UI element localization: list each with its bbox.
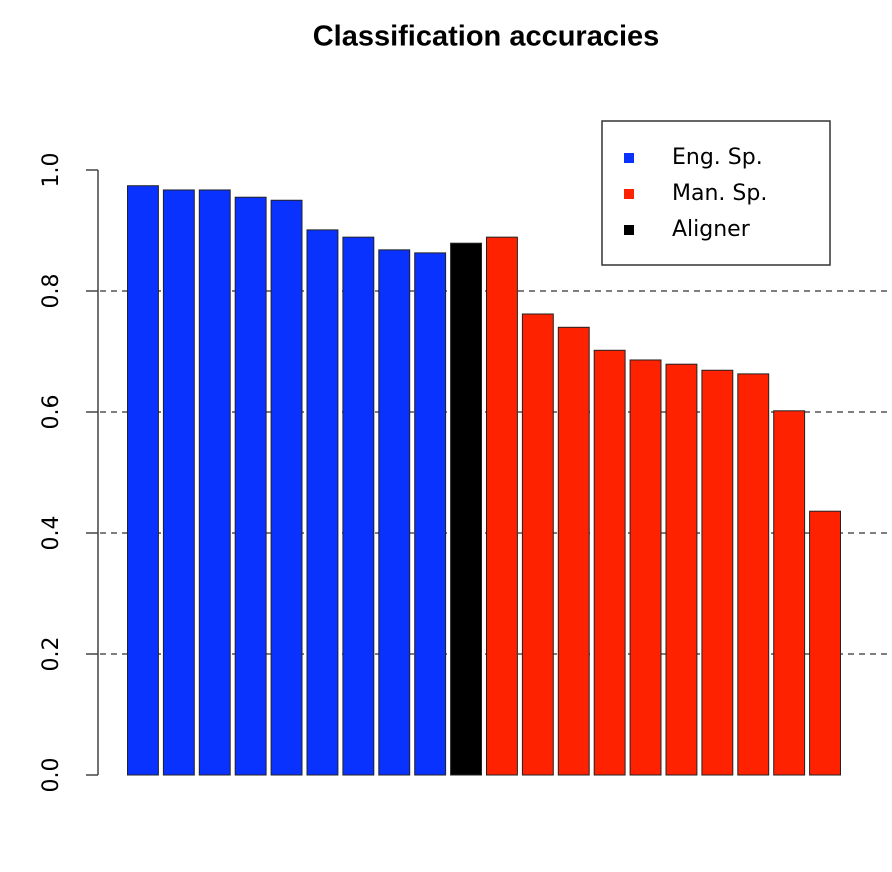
bar [773, 410, 806, 776]
legend-label: Aligner [672, 217, 751, 242]
legend-label: Eng. Sp. [672, 145, 763, 170]
bar [198, 189, 231, 776]
legend-swatch [624, 189, 634, 199]
bar [270, 199, 303, 776]
legend-label: Man. Sp. [672, 181, 767, 206]
y-tick-label: 0.2 [39, 637, 64, 672]
bar [234, 196, 267, 776]
bar [809, 510, 841, 776]
y-tick-label: 0.6 [39, 395, 64, 430]
bar [665, 363, 698, 776]
legend-swatch [624, 153, 634, 163]
bar [127, 185, 159, 776]
bar [486, 236, 518, 776]
bar [737, 373, 770, 776]
legend-swatch [624, 225, 634, 235]
chart-title: Classification accuracies [313, 21, 660, 53]
bar [342, 236, 375, 776]
bar [450, 242, 483, 776]
bar [414, 252, 447, 776]
bar [378, 249, 411, 776]
y-tick-label: 0.4 [39, 516, 64, 551]
bar [557, 326, 590, 776]
y-tick-label: 1.0 [39, 153, 64, 188]
y-tick-label: 0.0 [39, 758, 64, 793]
bar [521, 313, 554, 776]
y-tick-label: 0.8 [39, 274, 64, 309]
bar [701, 369, 734, 776]
bar [306, 229, 339, 776]
bar [629, 359, 662, 776]
bar [593, 349, 626, 776]
legend-box [601, 120, 831, 266]
bar [162, 189, 195, 776]
